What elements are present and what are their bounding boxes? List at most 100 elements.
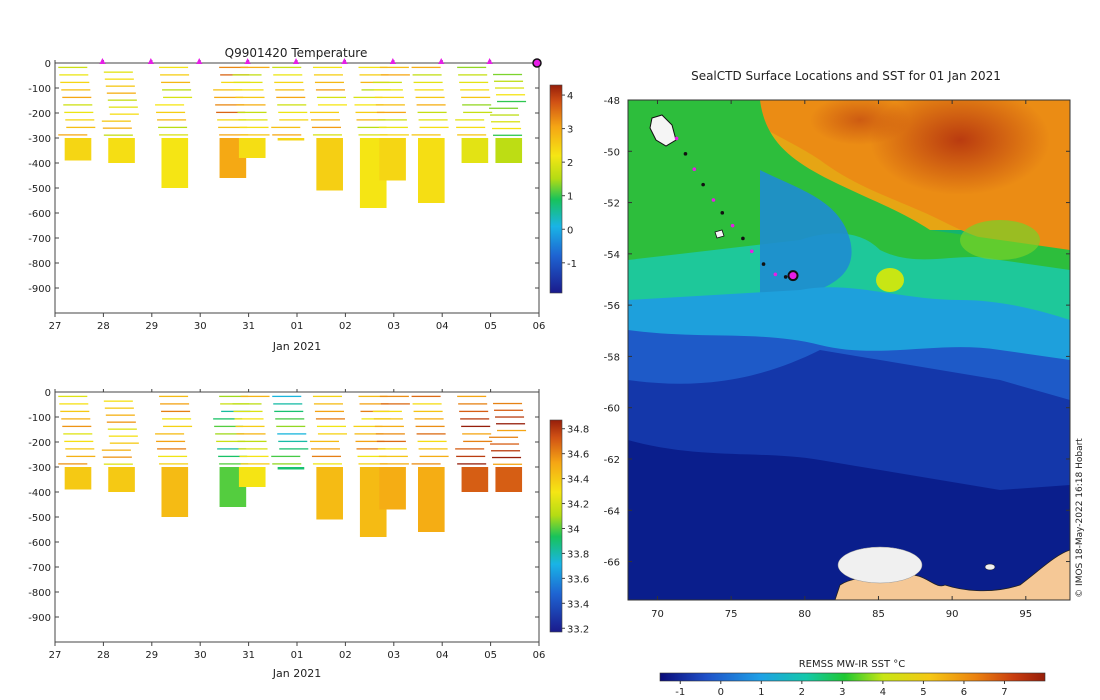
profile-layer [277,433,307,435]
profile-layer [107,99,137,101]
x-tick-label: 04 [436,650,449,661]
lat-tick-label: -52 [604,199,620,210]
profile-layer [354,104,384,106]
profile-layer [315,418,345,420]
profile-layer [415,96,445,99]
profile-layer [234,89,264,91]
colorbar-tick-label: 34.6 [567,450,589,461]
profile-layer [411,463,441,465]
profile-layer [357,455,387,458]
profile-layer [491,121,521,123]
profile-layer [64,111,94,114]
lat-tick-label: -64 [604,506,620,517]
track-point [783,275,788,279]
profile-layer [374,96,404,99]
profile-layer [372,81,402,84]
colorbar-tick-label: -1 [567,259,577,270]
x-tick-label: 30 [194,321,207,332]
profile-layer [273,74,303,76]
profile-block [418,467,445,532]
colorbar-tick-label: 33.8 [567,549,589,560]
profile-layer [62,96,92,99]
y-tick-label: -200 [28,438,51,449]
sst-colorbar-tick-label: 0 [718,687,724,698]
x-tick-label: 03 [387,321,400,332]
profile-layer [495,87,525,89]
profile-layer [416,104,446,106]
profile-layer [459,81,489,84]
temperature-colorbar [549,84,563,294]
lon-tick-label: 85 [872,609,885,620]
x-tick-label: 03 [387,650,400,661]
profile-layer [106,92,136,94]
profile-column [101,400,139,492]
profile-layer [311,455,341,458]
profile-layer [160,74,190,76]
profile-layer [357,126,387,129]
profile-layer [379,395,409,398]
profile-layer [109,113,139,115]
lat-tick-label: -48 [604,96,620,107]
profile-layer [354,433,384,435]
profile-column [489,402,527,492]
profile-layer [237,111,267,114]
y-tick-label: -400 [28,488,51,499]
salinity-axes: 0 -100 -200 -300 -400 -500 -600 -700 -800 -900 27 2… [28,388,545,661]
profile-layer [235,96,265,99]
lat-tick-label: -66 [604,558,620,569]
profile-layer [311,126,341,129]
salinity-colorbar-ticks: 34.8 34.6 34.4 34.2 34 33.8 33.6 33.4 33.2 [562,425,589,635]
track-point [730,223,735,228]
profile-column [232,66,270,158]
profile-layer [271,126,301,129]
temperature-profile-markers [99,58,542,68]
profile-column [58,395,96,490]
lon-tick-label: 70 [651,609,664,620]
x-tick-label: 01 [291,650,304,661]
salinity-xlabel: Jan 2021 [272,667,321,680]
profile-layer [104,407,134,409]
profile-layer [489,436,519,438]
profile-layer [63,433,93,435]
profile-marker [147,58,154,64]
profile-layer [163,96,193,99]
profile-column [455,395,493,492]
sst-colorbar-tick-label: 2 [799,687,805,698]
profile-column [232,395,270,487]
profile-layer [102,456,132,458]
profile-block [108,467,135,492]
profile-layer [358,395,388,398]
temperature-colorbar-ticks: 4 3 2 1 0 -1 [562,91,577,270]
lon-tick-label: 90 [946,609,959,620]
profile-marker [438,58,445,64]
profile-layer [58,395,88,398]
map-credit: © IMOS 18-May-2022 16:18 Hobart [1075,438,1085,598]
profile-layer [313,403,343,405]
profile-layer [413,410,443,413]
profile-layer [103,400,133,402]
lat-tick-label: -58 [604,352,620,363]
lat-tick-label: -56 [604,301,620,312]
profile-column [372,395,410,510]
colorbar-tick-label: 34.4 [567,475,589,486]
profile-layer [59,403,89,405]
profile-marker [99,58,106,64]
profile-layer [233,410,263,413]
profile-layer [219,395,249,398]
profile-layer [497,100,527,103]
profile-layer [159,66,189,69]
colorbar-tick-label: 33.4 [567,599,589,610]
sst-colorbar-tick-label: 6 [961,687,967,698]
profile-layer [219,463,249,465]
track-point [683,152,688,156]
profile-layer [217,119,247,121]
profile-layer [314,81,344,84]
profile-layer [375,104,405,106]
profile-layer [274,410,304,413]
profile-layer [105,414,135,416]
profile-block [277,138,305,141]
profile-layer [155,433,185,435]
y-tick-label: 0 [45,59,51,70]
profile-layer [496,94,526,96]
